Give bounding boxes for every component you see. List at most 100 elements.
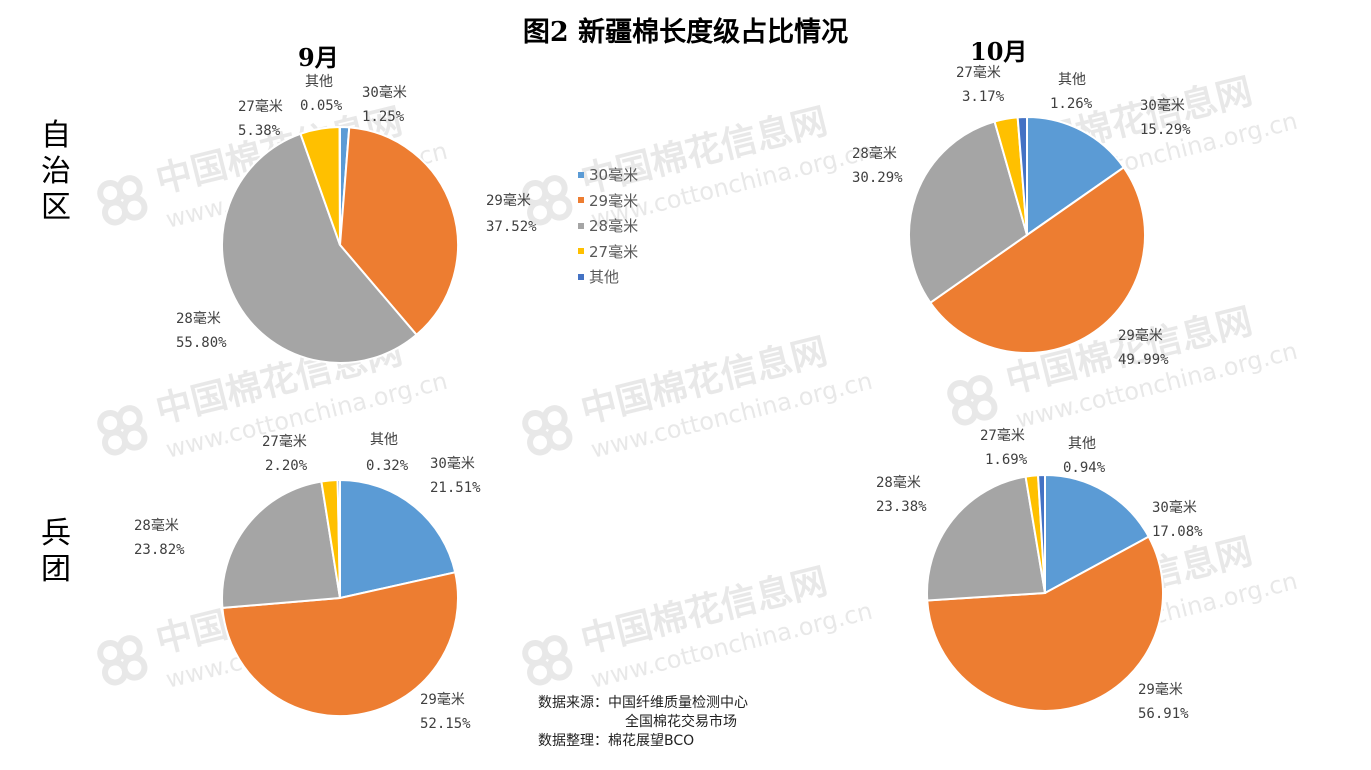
slice-category-label: 29毫米 [1118, 327, 1163, 344]
slice-value-label: 21.51% [430, 480, 481, 496]
legend-label: 29毫米 [589, 191, 639, 210]
slice-value-label: 2.20% [265, 458, 308, 474]
slice-value-label: 49.99% [1118, 352, 1169, 368]
pie-slice [339, 478, 457, 600]
slice-category-label: 27毫米 [956, 64, 1001, 81]
slice-category-label: 30毫米 [430, 455, 475, 472]
pie-slice [1016, 115, 1028, 236]
slice-category-label: 28毫米 [176, 310, 221, 327]
row-header-corps-char: 团 [41, 552, 71, 587]
legend: 30毫米 29毫米 28毫米 27毫米 其他 [578, 162, 638, 290]
watermark-logo [522, 175, 573, 226]
row-header-corps-char: 兵 [41, 516, 71, 551]
slice-category-label: 其他 [370, 432, 398, 448]
compiler-value: 棉花展望BCO [608, 733, 695, 749]
pie-slice [1036, 473, 1046, 594]
pie-slice [221, 480, 342, 610]
legend-label: 30毫米 [589, 166, 639, 185]
pie-chart-region-oct: 30毫米 15.29% 29毫米 49.99% 28毫米 30.29% 27毫米 3.17% 其… [852, 64, 1191, 368]
row-header-autonomous-region-char: 自 [41, 118, 71, 153]
slice-category-label: 其他 [305, 74, 333, 90]
legend-item: 29毫米 [578, 188, 638, 214]
slice-value-label: 1.25% [362, 109, 405, 125]
chart-title: 图2 新疆棉长度级占比情况 [522, 17, 849, 48]
watermark-logo [522, 635, 573, 686]
pie-slice [926, 475, 1047, 602]
source-value: 中国纤维质量检测中心 [608, 695, 748, 711]
slice-category-label: 28毫米 [134, 517, 179, 534]
slice-value-label: 0.32% [366, 458, 409, 474]
pie-chart-corps-sep: 30毫米 21.51% 29毫米 52.15% 28毫米 23.82% 27毫米 2.20% 其… [134, 432, 481, 732]
slice-category-label: 其他 [1068, 436, 1096, 452]
pie-slice [336, 478, 341, 599]
column-header-september: 9月 [298, 43, 339, 72]
compiler-label: 数据整理： [538, 733, 608, 749]
pie-slice [907, 120, 1029, 305]
slice-value-label: 17.08% [1152, 524, 1203, 540]
legend-swatch [578, 222, 584, 229]
legend-label: 其他 [589, 268, 620, 287]
pie-slice [220, 132, 418, 364]
pie-chart-corps-oct: 30毫米 17.08% 29毫米 56.91% 28毫米 23.38% 27毫米 1.69% 其… [876, 427, 1203, 722]
pie-slice [926, 535, 1164, 712]
row-header-autonomous-region: 自 治 区 [38, 118, 74, 226]
slice-category-label: 29毫米 [420, 691, 465, 708]
watermark-logo [947, 375, 998, 426]
source-line: 数据来源：中国纤维质量检测中心 [538, 694, 748, 713]
watermark-logo [522, 405, 573, 456]
slice-value-label: 0.05% [300, 98, 343, 114]
slice-value-label: 1.69% [985, 452, 1028, 468]
legend-item: 30毫米 [578, 162, 638, 188]
watermark-logo [97, 405, 148, 456]
source-label: 数据来源： [538, 695, 608, 711]
legend-swatch [578, 248, 584, 255]
pie-slice [928, 165, 1147, 354]
row-header-autonomous-region-char: 治 [41, 154, 71, 189]
pie-slice [1026, 115, 1126, 237]
slice-value-label: 5.38% [238, 123, 281, 139]
slice-category-label: 27毫米 [238, 98, 283, 115]
slice-value-label: 52.15% [420, 716, 471, 732]
slice-value-label: 37.52% [486, 219, 537, 235]
slice-category-label: 27毫米 [262, 433, 307, 450]
pie-slice [338, 126, 459, 337]
slice-category-label: 30毫米 [362, 84, 407, 101]
legend-label: 28毫米 [589, 217, 639, 236]
slice-value-label: 23.38% [876, 499, 927, 515]
legend-item: 27毫米 [578, 239, 638, 265]
slice-value-label: 0.94% [1063, 460, 1106, 476]
slice-value-label: 1.26% [1050, 96, 1093, 112]
slice-value-label: 55.80% [176, 335, 227, 351]
watermark-logo [97, 175, 148, 226]
legend-item: 其他 [578, 264, 638, 290]
slice-value-label: 23.82% [134, 542, 185, 558]
slice-value-label: 3.17% [962, 89, 1005, 105]
column-header-october: 10月 [970, 37, 1028, 66]
slice-value-label: 56.91% [1138, 706, 1189, 722]
slice-category-label: 27毫米 [980, 427, 1025, 444]
pie-slice [221, 571, 460, 717]
pie-chart-region-sep: 30毫米 1.25% 29毫米 37.52% 28毫米 55.80% 27毫米 5.38% 其他… [176, 74, 537, 364]
source-line: 全国棉花交易市场 [538, 713, 748, 732]
legend-swatch [578, 273, 584, 280]
slice-value-label: 30.29% [852, 170, 903, 186]
source-value: 全国棉花交易市场 [625, 714, 737, 730]
row-header-corps: 兵 团 [38, 516, 74, 588]
watermark-logo [97, 635, 148, 686]
legend-label: 27毫米 [589, 242, 639, 261]
slice-category-label: 28毫米 [852, 145, 897, 162]
source-line: 数据整理：棉花展望BCO [538, 732, 748, 751]
slice-category-label: 30毫米 [1152, 499, 1197, 516]
slice-category-label: 29毫米 [1138, 681, 1183, 698]
legend-swatch [578, 171, 584, 178]
legend-item: 28毫米 [578, 213, 638, 239]
slice-category-label: 28毫米 [876, 474, 921, 491]
data-source-note: 数据来源：中国纤维质量检测中心 全国棉花交易市场 数据整理：棉花展望BCO [538, 694, 748, 751]
slice-category-label: 30毫米 [1140, 97, 1185, 114]
slice-value-label: 15.29% [1140, 122, 1191, 138]
slice-category-label: 其他 [1058, 72, 1086, 88]
slice-category-label: 29毫米 [486, 192, 531, 209]
row-header-autonomous-region-char: 区 [41, 190, 71, 225]
legend-swatch [578, 197, 584, 204]
